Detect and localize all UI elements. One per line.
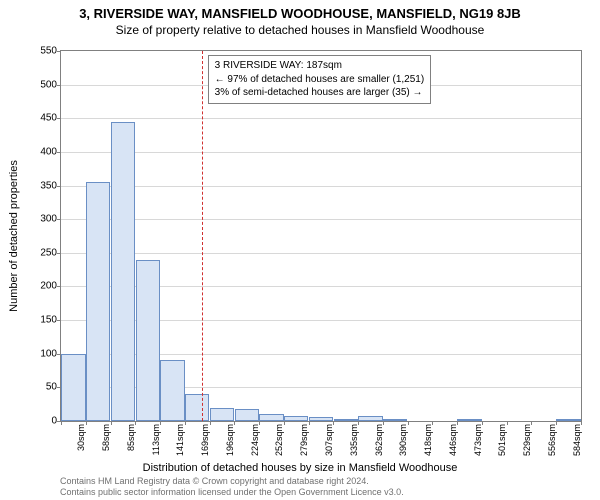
x-tick-label: 473sqm <box>473 424 483 456</box>
x-tick-mark <box>61 421 62 425</box>
x-tick-mark <box>86 421 87 425</box>
annotation-box: 3 RIVERSIDE WAY: 187sqm ← 97% of detache… <box>208 55 432 104</box>
x-tick-label: 362sqm <box>374 424 384 456</box>
x-tick-mark <box>185 421 186 425</box>
annotation-line3: 3% of semi-detached houses are larger (3… <box>215 86 425 100</box>
x-tick-mark <box>457 421 458 425</box>
x-tick-mark <box>482 421 483 425</box>
histogram-bar <box>111 122 135 421</box>
y-tick-mark <box>57 152 61 153</box>
y-tick-label: 350 <box>40 180 57 191</box>
y-tick-label: 150 <box>40 315 57 326</box>
x-tick-mark <box>358 421 359 425</box>
x-tick-mark <box>556 421 557 425</box>
histogram-bar <box>383 419 407 421</box>
histogram-bar <box>358 416 382 421</box>
annotation-line1: 3 RIVERSIDE WAY: 187sqm <box>215 59 425 73</box>
histogram-bar <box>259 414 283 421</box>
x-tick-label: 390sqm <box>398 424 408 456</box>
x-tick-mark <box>507 421 508 425</box>
y-tick-label: 100 <box>40 348 57 359</box>
y-tick-label: 0 <box>51 416 57 427</box>
x-tick-mark <box>111 421 112 425</box>
x-tick-mark <box>408 421 409 425</box>
y-tick-label: 50 <box>46 382 57 393</box>
y-tick-label: 550 <box>40 46 57 57</box>
y-tick-label: 250 <box>40 247 57 258</box>
x-tick-label: 113sqm <box>151 424 161 455</box>
histogram-bar <box>86 182 110 421</box>
x-tick-label: 141sqm <box>175 424 185 456</box>
x-tick-label: 529sqm <box>522 424 532 456</box>
x-tick-label: 30sqm <box>76 424 86 451</box>
x-tick-label: 556sqm <box>547 424 557 456</box>
y-tick-mark <box>57 320 61 321</box>
annotation-line2: ← 97% of detached houses are smaller (1,… <box>215 73 425 87</box>
grid-line <box>61 186 581 187</box>
x-tick-label: 196sqm <box>225 424 235 456</box>
y-tick-mark <box>57 186 61 187</box>
x-tick-label: 501sqm <box>497 424 507 456</box>
histogram-bar <box>136 260 160 421</box>
x-tick-mark <box>210 421 211 425</box>
y-axis-label: Number of detached properties <box>8 160 20 312</box>
x-tick-label: 252sqm <box>274 424 284 456</box>
page-title: 3, RIVERSIDE WAY, MANSFIELD WOODHOUSE, M… <box>0 0 600 21</box>
x-tick-label: 307sqm <box>324 424 334 456</box>
x-tick-mark <box>581 421 582 425</box>
footer: Contains HM Land Registry data © Crown c… <box>60 476 404 499</box>
y-tick-mark <box>57 219 61 220</box>
grid-line <box>61 118 581 119</box>
y-tick-mark <box>57 253 61 254</box>
histogram-bar <box>61 354 85 421</box>
x-tick-label: 169sqm <box>200 424 210 456</box>
grid-line <box>61 152 581 153</box>
y-tick-mark <box>57 118 61 119</box>
x-tick-mark <box>531 421 532 425</box>
grid-line <box>61 253 581 254</box>
x-tick-mark <box>259 421 260 425</box>
x-tick-mark <box>383 421 384 425</box>
x-tick-mark <box>432 421 433 425</box>
x-tick-mark <box>234 421 235 425</box>
y-tick-mark <box>57 286 61 287</box>
histogram-chart: 05010015020025030035040045050055030sqm58… <box>60 50 582 422</box>
y-tick-label: 500 <box>40 79 57 90</box>
y-tick-mark <box>57 85 61 86</box>
y-tick-label: 400 <box>40 146 57 157</box>
histogram-bar <box>334 419 358 421</box>
histogram-bar <box>235 409 259 421</box>
y-tick-label: 300 <box>40 214 57 225</box>
grid-line <box>61 219 581 220</box>
x-tick-label: 418sqm <box>423 424 433 456</box>
x-tick-label: 446sqm <box>448 424 458 456</box>
footer-line1: Contains HM Land Registry data © Crown c… <box>60 476 404 487</box>
y-tick-label: 450 <box>40 113 57 124</box>
footer-line2: Contains public sector information licen… <box>60 487 404 498</box>
y-tick-mark <box>57 51 61 52</box>
x-tick-label: 224sqm <box>250 424 260 456</box>
histogram-bar <box>284 416 308 421</box>
y-tick-label: 200 <box>40 281 57 292</box>
histogram-bar <box>556 419 580 421</box>
histogram-bar <box>185 394 209 421</box>
x-tick-mark <box>284 421 285 425</box>
x-tick-label: 279sqm <box>299 424 309 456</box>
x-tick-label: 584sqm <box>572 424 582 456</box>
histogram-bar <box>457 419 481 421</box>
x-tick-mark <box>135 421 136 425</box>
reference-line <box>202 51 203 421</box>
histogram-bar <box>210 408 234 421</box>
page-subtitle: Size of property relative to detached ho… <box>0 21 600 37</box>
x-tick-label: 58sqm <box>101 424 111 451</box>
x-tick-label: 85sqm <box>126 424 136 451</box>
x-axis-label: Distribution of detached houses by size … <box>143 462 458 474</box>
x-tick-mark <box>160 421 161 425</box>
x-tick-mark <box>309 421 310 425</box>
x-tick-mark <box>333 421 334 425</box>
x-tick-label: 335sqm <box>349 424 359 456</box>
histogram-bar <box>309 417 333 421</box>
histogram-bar <box>160 360 184 421</box>
